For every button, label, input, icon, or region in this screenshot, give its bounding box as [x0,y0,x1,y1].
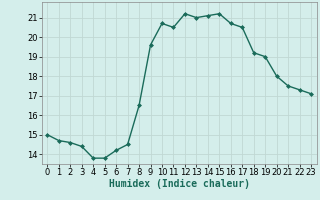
X-axis label: Humidex (Indice chaleur): Humidex (Indice chaleur) [109,179,250,189]
